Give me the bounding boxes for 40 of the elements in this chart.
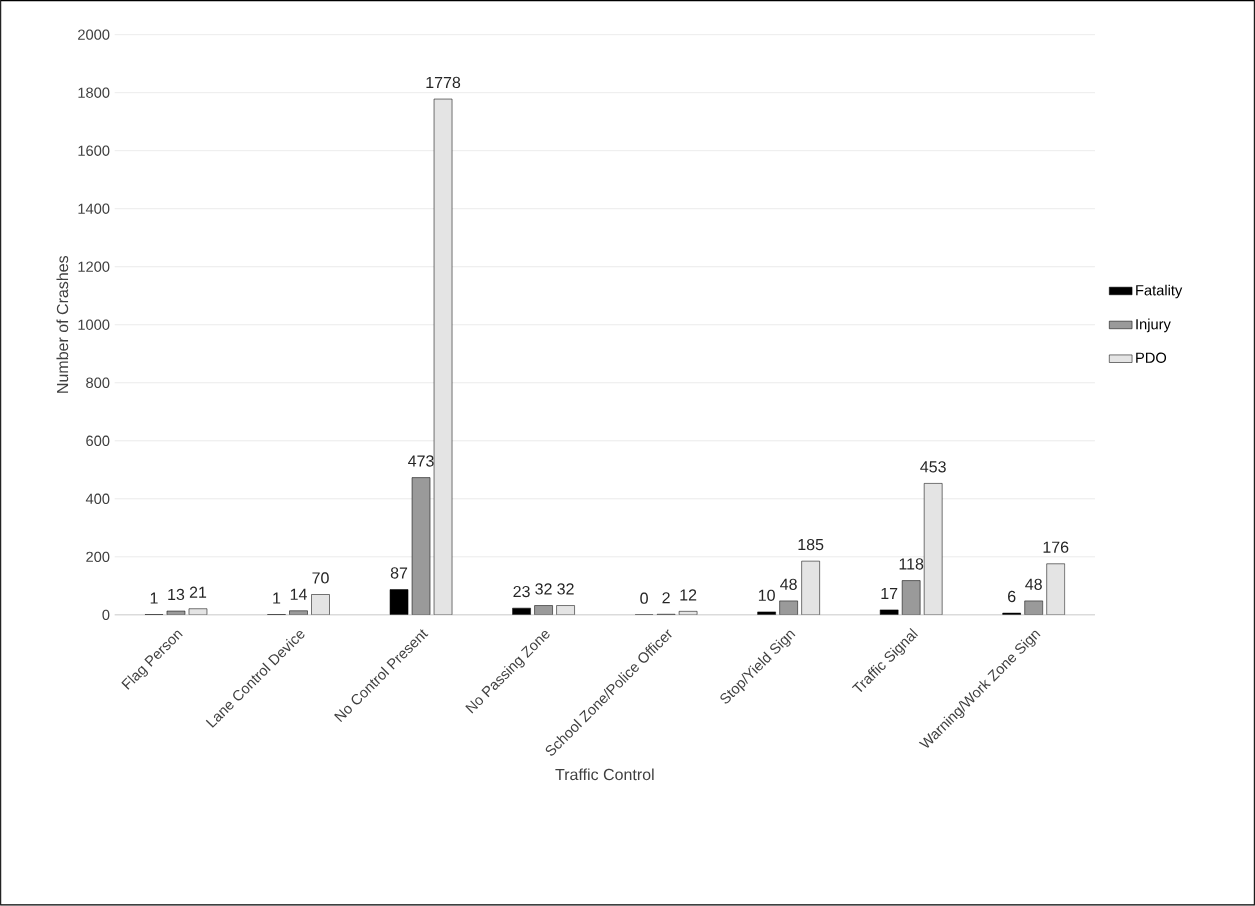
data-label: 185 bbox=[798, 539, 824, 551]
data-label: 48 bbox=[1025, 578, 1042, 591]
data-label: 70 bbox=[312, 572, 329, 584]
y-tick-label: 400 bbox=[85, 493, 110, 505]
y-axis-title: Number of Crashes bbox=[56, 256, 69, 394]
data-label: 48 bbox=[780, 578, 797, 591]
x-axis-title: Traffic Control bbox=[555, 768, 654, 781]
y-tick-label: 1800 bbox=[78, 87, 110, 99]
data-label: 6 bbox=[1008, 591, 1016, 603]
data-label: 473 bbox=[408, 455, 434, 467]
data-label: 12 bbox=[680, 589, 697, 601]
data-label: 10 bbox=[758, 589, 775, 602]
data-label: 453 bbox=[920, 461, 946, 473]
data-label: 23 bbox=[513, 586, 530, 598]
data-label: 87 bbox=[390, 567, 408, 579]
legend-label: Fatality bbox=[1136, 284, 1183, 299]
data-label: 13 bbox=[168, 589, 185, 601]
data-label: 32 bbox=[535, 583, 552, 595]
data-label: 176 bbox=[1043, 541, 1069, 554]
y-tick-label: 1200 bbox=[78, 261, 110, 273]
data-label: 2 bbox=[662, 592, 670, 604]
data-label: 118 bbox=[899, 558, 924, 570]
y-tick-label: 1000 bbox=[78, 319, 110, 331]
legend-label: Injury bbox=[1136, 318, 1171, 333]
data-label: 0 bbox=[640, 592, 648, 605]
data-label: 1 bbox=[273, 592, 281, 604]
data-label: 1 bbox=[150, 592, 158, 604]
y-tick-label: 200 bbox=[86, 551, 110, 563]
y-tick-label: 1600 bbox=[78, 145, 110, 157]
data-label: 32 bbox=[557, 583, 574, 595]
y-tick-label: 0 bbox=[102, 609, 110, 621]
y-tick-label: 1400 bbox=[78, 203, 110, 215]
y-tick-label: 800 bbox=[86, 377, 110, 389]
data-label: 14 bbox=[290, 589, 307, 601]
y-tick-label: 2000 bbox=[78, 29, 110, 41]
data-label: 17 bbox=[881, 588, 898, 600]
legend-label: PDO bbox=[1136, 352, 1167, 364]
data-label: 1778 bbox=[426, 77, 461, 89]
data-label: 21 bbox=[189, 586, 207, 599]
y-tick-label: 600 bbox=[86, 435, 110, 447]
